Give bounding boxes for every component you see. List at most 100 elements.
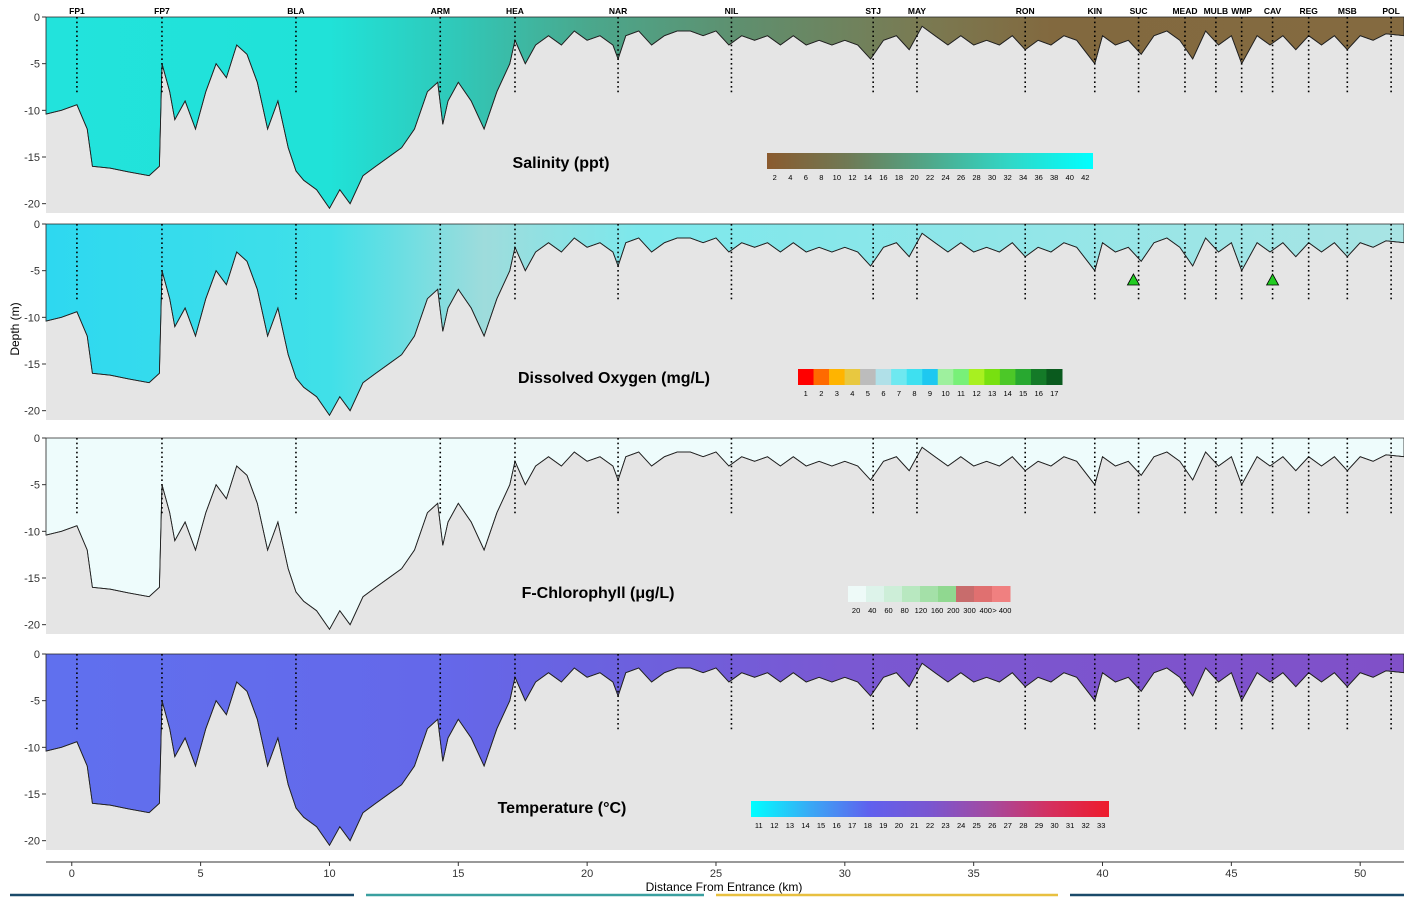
y-tick-label: 0 <box>34 12 40 24</box>
legend-tick-label: 10 <box>941 389 949 398</box>
x-tick-label: 40 <box>1096 868 1108 880</box>
legend-swatch <box>813 369 830 385</box>
legend-swatch <box>937 369 954 385</box>
x-tick-label: 45 <box>1225 868 1237 880</box>
legend-swatch <box>902 586 921 602</box>
legend-tick-label: 21 <box>910 821 918 830</box>
panel-title: Dissolved Oxygen (mg/L) <box>518 370 710 387</box>
legend-swatch <box>829 369 846 385</box>
legend-color-bar <box>751 801 1109 817</box>
legend-tick-label: 120 <box>915 606 928 615</box>
legend-tick-label: 24 <box>941 173 949 182</box>
panel-title: Temperature (°C) <box>498 800 627 817</box>
legend-tick-label: 200 <box>947 606 960 615</box>
y-tick-label: -5 <box>30 59 40 71</box>
legend-tick-label: 5 <box>866 389 870 398</box>
station-label-stj: STJ <box>865 6 881 16</box>
y-tick-label: -15 <box>24 359 40 371</box>
y-tick-label: 0 <box>34 433 40 445</box>
station-label-mulb: MULB <box>1204 6 1229 16</box>
legend-tick-label: 8 <box>819 173 823 182</box>
station-label-msb: MSB <box>1338 6 1357 16</box>
legend-swatch <box>798 369 815 385</box>
legend-tick-label: 22 <box>926 821 934 830</box>
legend-tick-label: 26 <box>988 821 996 830</box>
legend-tick-label: 40 <box>868 606 876 615</box>
station-label-cav: CAV <box>1264 6 1282 16</box>
legend-tick-label: 16 <box>1035 389 1043 398</box>
legend-tick-label: 400 <box>979 606 992 615</box>
legend-tick-label: 80 <box>901 606 909 615</box>
x-tick-label: 10 <box>323 868 335 880</box>
station-label-may: MAY <box>908 6 926 16</box>
station-label-hea: HEA <box>506 6 524 16</box>
y-tick-label: -10 <box>24 105 40 117</box>
legend-tick-label: 300 <box>963 606 976 615</box>
legend-tick-label: 22 <box>926 173 934 182</box>
legend-tick-label: 9 <box>928 389 932 398</box>
legend-swatch <box>1030 369 1047 385</box>
station-label-bla: BLA <box>287 6 304 16</box>
legend-tick-label: 20 <box>895 821 903 830</box>
marker-triangle <box>1265 273 1280 286</box>
legend-tick-label: 28 <box>972 173 980 182</box>
y-tick-label: -5 <box>30 696 40 708</box>
legend-tick-label: 30 <box>988 173 996 182</box>
legend-tick-label: 8 <box>912 389 916 398</box>
y-tick-label: -5 <box>30 266 40 278</box>
station-label-mead: MEAD <box>1172 6 1197 16</box>
legend-color-bar <box>767 153 1093 169</box>
legend-tick-label: 17 <box>848 821 856 830</box>
legend-tick-label: 26 <box>957 173 965 182</box>
legend-tick-label: 24 <box>957 821 965 830</box>
legend-tick-label: 14 <box>864 173 872 182</box>
legend-tick-label: 12 <box>770 821 778 830</box>
station-label-fp7: FP7 <box>154 6 170 16</box>
station-label-suc: SUC <box>1130 6 1148 16</box>
legend-tick-label: 20 <box>852 606 860 615</box>
legend-swatch <box>956 586 975 602</box>
legend-tick-label: 6 <box>804 173 808 182</box>
x-tick-label: 50 <box>1354 868 1366 880</box>
x-tick-label: 25 <box>710 868 722 880</box>
x-tick-label: 30 <box>839 868 851 880</box>
legend-tick-label: 19 <box>879 821 887 830</box>
legend-swatch <box>844 369 861 385</box>
legend-tick-label: 2 <box>819 389 823 398</box>
legend-tick-label: 1 <box>804 389 808 398</box>
legend-tick-label: 20 <box>910 173 918 182</box>
legend-tick-label: 38 <box>1050 173 1058 182</box>
station-label-fp1: FP1 <box>69 6 85 16</box>
legend-swatch <box>848 586 867 602</box>
legend-swatch <box>938 586 957 602</box>
legend-tick-label: 13 <box>786 821 794 830</box>
legend-swatch <box>953 369 970 385</box>
legend-swatch <box>1046 369 1063 385</box>
legend-tick-label: 33 <box>1097 821 1105 830</box>
legend-tick-label: 25 <box>973 821 981 830</box>
legend-tick-label: 16 <box>879 173 887 182</box>
legend-tick-label: 3 <box>835 389 839 398</box>
legend-swatch <box>906 369 923 385</box>
legend-tick-label: 27 <box>1004 821 1012 830</box>
legend-swatch <box>922 369 939 385</box>
y-tick-label: -15 <box>24 573 40 585</box>
legend-swatch <box>984 369 1001 385</box>
y-tick-label: -20 <box>24 836 40 848</box>
station-label-pol: POL <box>1382 6 1399 16</box>
legend-swatch <box>1015 369 1032 385</box>
panel-title: F-Chlorophyll (μg/L) <box>522 585 675 602</box>
bottom-profile-line <box>45 446 1404 631</box>
legend-swatch <box>884 586 903 602</box>
y-tick-label: -15 <box>24 789 40 801</box>
legend-tick-label: 4 <box>788 173 792 182</box>
legend-swatch <box>974 586 993 602</box>
x-tick-label: 35 <box>968 868 980 880</box>
legend-tick-label: 42 <box>1081 173 1089 182</box>
station-label-wmp: WMP <box>1231 6 1252 16</box>
legend-tick-label: 13 <box>988 389 996 398</box>
legend-tick-label: 11 <box>755 821 763 830</box>
legend-tick-label: 7 <box>897 389 901 398</box>
y-axis-title: Depth (m) <box>8 302 22 355</box>
